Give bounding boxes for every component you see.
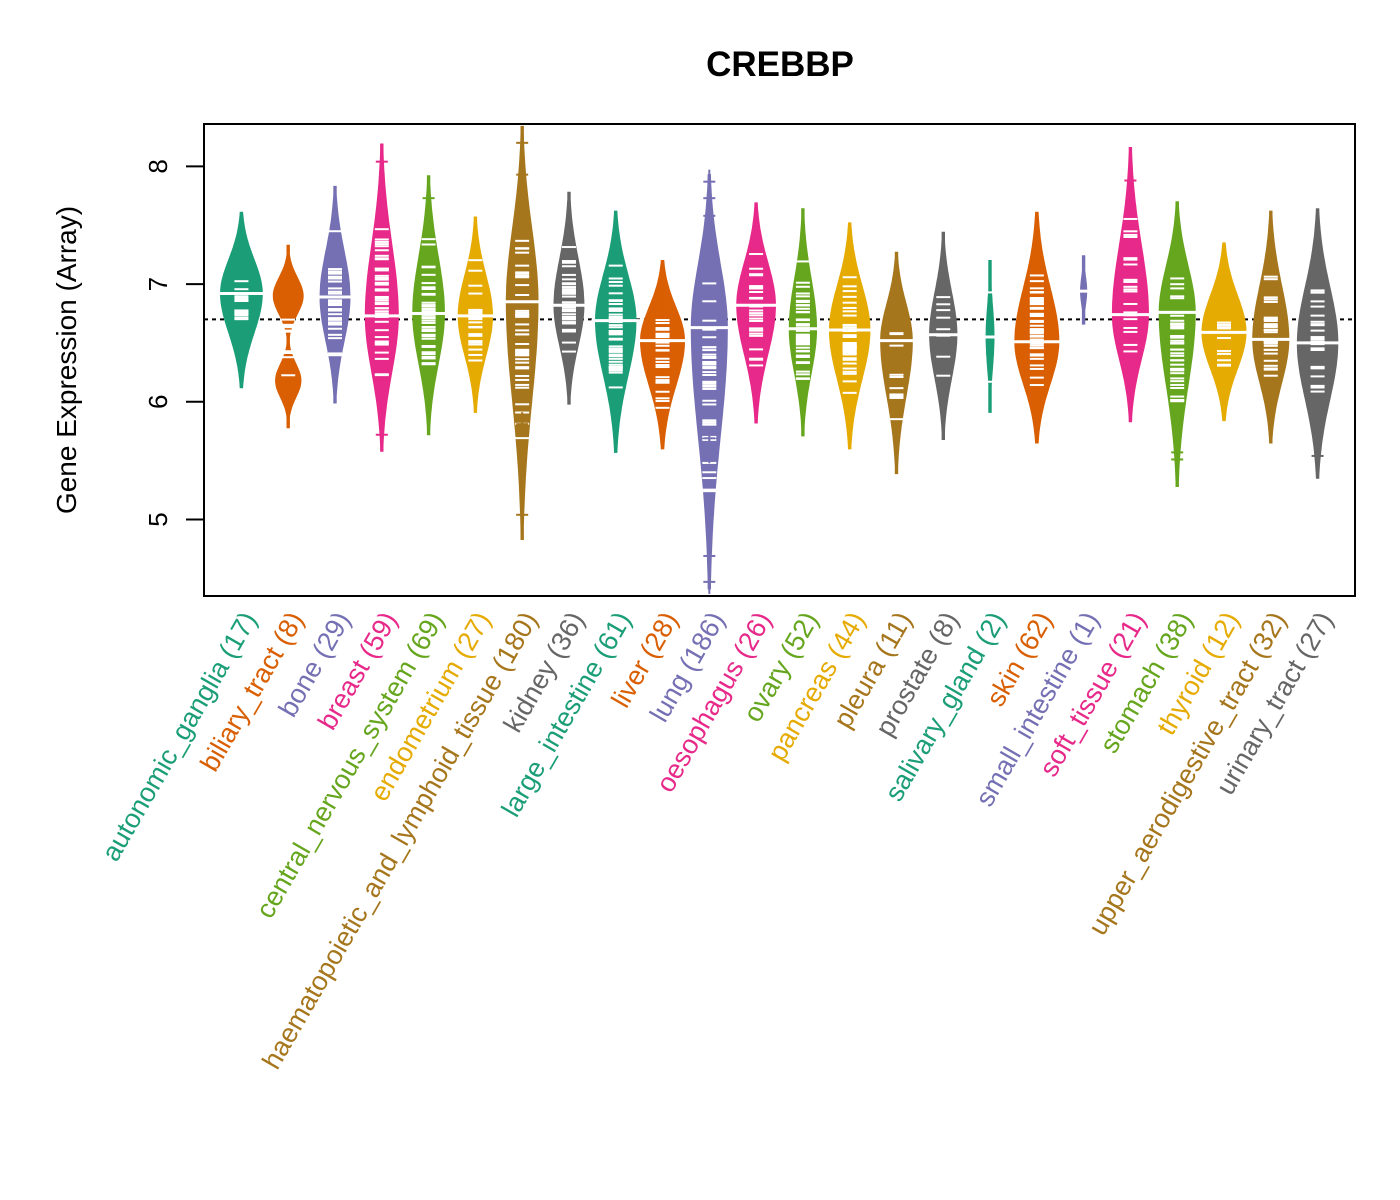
bean-central_nervous_system [408,175,449,436]
bean-breast [361,143,403,452]
bean-pancreas [825,222,874,450]
plot-frame [203,123,1356,597]
bean-large_intestine [591,210,640,453]
bean-pleura [876,251,917,475]
bean-soft_tissue [1108,147,1153,423]
bean-biliary_tract [269,244,308,429]
bean-haematopoietic_and_lymphoid_tissue [502,125,543,540]
bean-thyroid [1197,242,1250,422]
y-axis: 5 6 7 8 [143,159,204,527]
bean-bone [316,185,354,404]
y-axis-label: Gene Expression (Array) [51,206,82,514]
bean-endometrium [454,216,497,413]
chart-title: CREBBP [706,45,854,84]
bean-upper_aerodigestive_tract [1248,210,1293,444]
bean-liver [636,260,689,450]
plot-area [204,125,1355,594]
bean-small_intestine [1074,255,1093,325]
bean-lung [687,169,732,594]
y-tick-label: 6 [143,395,173,409]
bean-autonomic_ganglia [216,211,267,389]
bean-stomach [1155,201,1200,487]
bean-salivary_gland [981,260,1000,413]
bean-prostate [925,231,961,440]
bean-ovary [785,208,821,437]
y-tick-label: 5 [143,512,173,526]
y-tick-label: 8 [143,159,173,173]
x-axis-labels: autonomic_ganglia (17)biliary_tract (8)b… [96,607,1339,1074]
y-tick-label: 7 [143,277,173,291]
bean-oesophagus [732,202,780,424]
bean-urinary_tract [1293,208,1342,479]
bean-kidney [549,191,588,405]
bean-skin [1010,211,1063,444]
